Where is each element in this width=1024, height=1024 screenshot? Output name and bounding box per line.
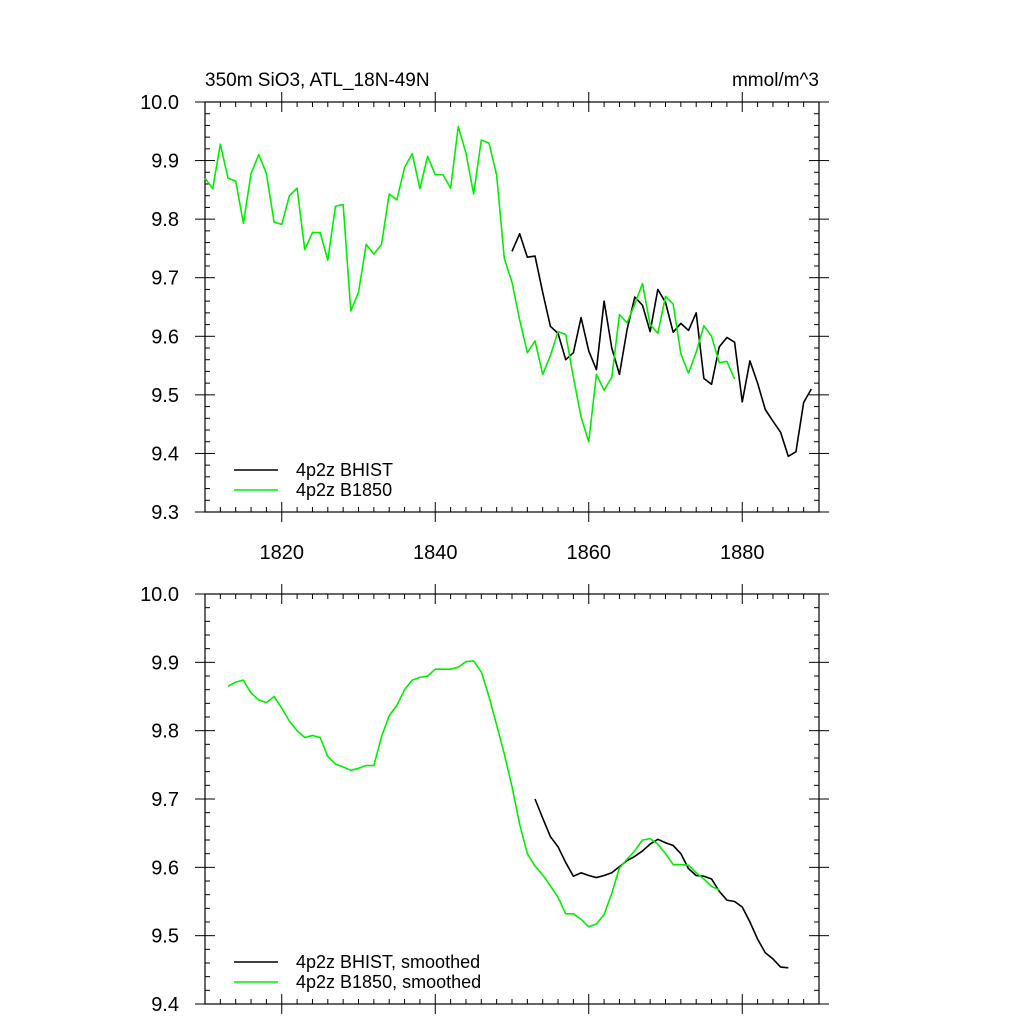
bottom-y-tick-label: 9.4 [151,994,179,1016]
top-x-tick-label: 1860 [567,542,612,564]
bottom-series-4p2z-b1850-smoothed [227,660,720,928]
bottom-y-tick-label: 9.7 [151,789,179,811]
bottom-y-tick-label: 9.8 [151,721,179,743]
legend-label-bhist-smoothed: 4p2z BHIST, smoothed [296,952,480,972]
top-axis-ticks: 1820 1840 1860 1880 9.3 9.4 9.5 9.6 9.7 9.8 9.9 10.… [140,92,829,564]
bottom-y-tick-label: 9.6 [151,857,179,879]
bottom-series-4p2z-bhist-smoothed [534,798,789,969]
top-y-tick-label: 9.3 [151,502,179,524]
top-x-tick-label: 1820 [260,542,305,564]
legend-label-b1850-smoothed: 4p2z B1850, smoothed [296,972,481,992]
top-series-4p2z-bhist [511,232,813,458]
bottom-panel: 9.4 9.5 9.6 9.7 9.8 9.9 10.0 4p2z BHIST, smoot… [140,584,829,1016]
bottom-y-tick-label: 10.0 [140,584,179,606]
top-x-tick-label: 1880 [720,542,765,564]
top-chart-title: 350m SiO3, ATL_18N-49N [205,70,430,91]
top-y-tick-label: 10.0 [140,92,179,114]
top-y-tick-label: 9.6 [151,326,179,348]
top-panel: 1820 1840 1860 1880 9.3 9.4 9.5 9.6 9.7 9.8 9.9 10.… [140,70,829,564]
top-y-tick-label: 9.7 [151,268,179,290]
top-series-4p2z-b1850 [204,125,736,443]
top-x-tick-label: 1840 [413,542,458,564]
legend-label-b1850: 4p2z B1850 [296,480,392,500]
bottom-legend: 4p2z BHIST, smoothed 4p2z B1850, smoothe… [234,952,481,992]
bottom-y-tick-label: 9.9 [151,652,179,674]
top-legend: 4p2z BHIST 4p2z B1850 [234,460,393,500]
top-y-tick-label: 9.4 [151,443,179,465]
bottom-axis-ticks: 9.4 9.5 9.6 9.7 9.8 9.9 10.0 [140,584,829,1016]
top-y-tick-label: 9.8 [151,209,179,231]
legend-label-bhist: 4p2z BHIST [296,460,393,480]
bottom-y-tick-label: 9.5 [151,926,179,948]
top-plot-frame [204,101,820,513]
top-chart-units: mmol/m^3 [732,70,819,91]
top-y-tick-label: 9.5 [151,385,179,407]
top-y-tick-label: 9.9 [151,151,179,173]
bottom-plot-frame [204,593,820,1005]
